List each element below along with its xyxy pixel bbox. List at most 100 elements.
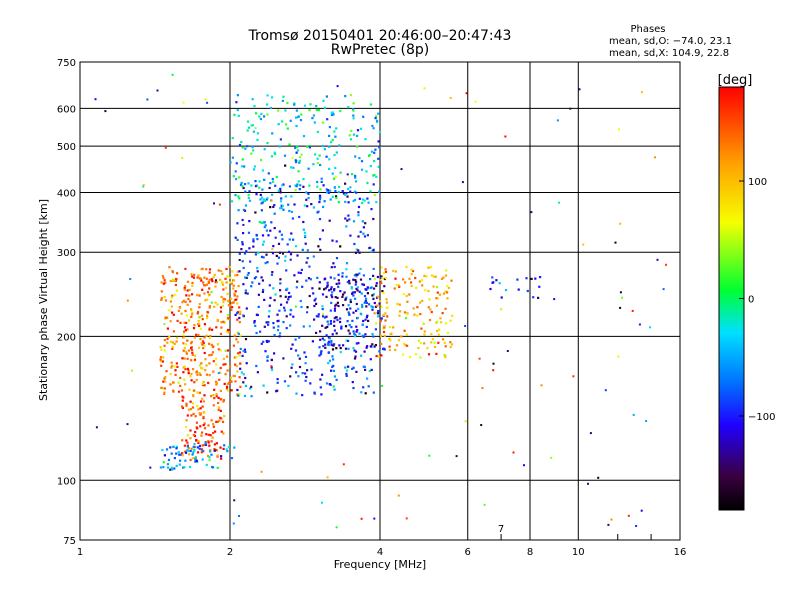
data-point bbox=[261, 169, 264, 172]
data-point bbox=[244, 338, 248, 341]
data-point bbox=[430, 310, 433, 314]
data-point bbox=[618, 128, 620, 131]
data-point bbox=[264, 224, 267, 227]
data-point bbox=[234, 274, 237, 277]
data-point bbox=[450, 279, 453, 282]
data-point bbox=[436, 329, 439, 333]
data-point bbox=[297, 271, 300, 274]
data-point bbox=[396, 302, 399, 306]
data-point bbox=[192, 445, 195, 448]
data-point bbox=[213, 397, 216, 400]
data-point bbox=[354, 283, 357, 286]
data-point bbox=[321, 337, 324, 340]
data-point bbox=[303, 231, 307, 234]
data-point bbox=[405, 317, 408, 320]
data-point bbox=[395, 344, 399, 347]
data-point bbox=[374, 148, 377, 151]
data-point bbox=[185, 439, 188, 442]
data-point bbox=[572, 375, 575, 378]
data-point bbox=[190, 309, 193, 312]
data-point bbox=[248, 220, 251, 223]
data-point bbox=[190, 347, 193, 350]
data-point bbox=[404, 281, 407, 284]
data-point bbox=[260, 196, 264, 199]
data-point bbox=[212, 370, 215, 373]
data-point bbox=[215, 363, 218, 366]
data-point bbox=[249, 387, 252, 390]
data-point bbox=[362, 274, 365, 277]
data-point bbox=[174, 293, 177, 296]
data-point bbox=[512, 451, 515, 454]
data-point bbox=[281, 99, 284, 102]
data-point bbox=[172, 330, 175, 333]
colorbar-label: [deg] bbox=[718, 73, 753, 88]
data-point bbox=[410, 281, 413, 284]
data-point bbox=[311, 117, 314, 120]
data-point bbox=[373, 277, 376, 280]
data-point bbox=[480, 424, 483, 426]
data-point bbox=[270, 273, 274, 276]
data-point bbox=[257, 293, 260, 296]
data-point bbox=[230, 297, 233, 300]
phases-mean-o: mean, sd,O: −74.0, 23.1 bbox=[609, 36, 732, 47]
data-point bbox=[239, 347, 242, 350]
data-point bbox=[214, 357, 217, 360]
data-point bbox=[171, 468, 174, 471]
data-point bbox=[305, 198, 308, 201]
data-point bbox=[425, 275, 428, 278]
data-point bbox=[414, 353, 417, 356]
data-point bbox=[207, 424, 210, 427]
data-point bbox=[302, 178, 305, 181]
data-point bbox=[374, 117, 377, 120]
data-point bbox=[223, 444, 226, 447]
data-point bbox=[444, 307, 447, 310]
data-point bbox=[183, 378, 186, 381]
data-point bbox=[417, 339, 420, 342]
data-point bbox=[266, 141, 269, 145]
data-point bbox=[236, 94, 239, 97]
data-point bbox=[363, 199, 366, 202]
data-point bbox=[182, 349, 185, 352]
data-point bbox=[662, 288, 665, 291]
data-point bbox=[265, 198, 268, 201]
data-point bbox=[184, 451, 188, 454]
x-tick-label: 6 bbox=[465, 547, 471, 558]
data-point bbox=[361, 283, 364, 286]
data-point bbox=[299, 271, 302, 275]
data-point bbox=[369, 358, 372, 361]
data-point bbox=[262, 256, 265, 259]
data-point bbox=[281, 238, 284, 241]
data-point bbox=[353, 291, 356, 294]
data-point bbox=[322, 313, 324, 316]
data-point bbox=[205, 364, 208, 367]
data-point bbox=[177, 309, 180, 312]
data-point bbox=[185, 426, 188, 429]
data-point bbox=[321, 315, 325, 318]
data-point bbox=[323, 278, 326, 281]
data-point bbox=[388, 348, 391, 352]
data-point bbox=[191, 284, 194, 287]
data-point bbox=[348, 313, 351, 316]
data-point bbox=[406, 300, 409, 303]
data-point bbox=[578, 88, 581, 91]
data-point bbox=[344, 182, 347, 185]
data-point bbox=[179, 321, 182, 324]
data-point bbox=[241, 185, 244, 188]
data-point bbox=[325, 295, 328, 298]
data-point bbox=[235, 162, 238, 165]
data-point bbox=[372, 293, 375, 296]
data-point bbox=[295, 185, 298, 188]
data-point bbox=[337, 191, 340, 194]
data-point bbox=[260, 209, 263, 212]
data-point bbox=[213, 449, 216, 452]
phases-mean-x: mean, sd,X: 104.9, 22.8 bbox=[609, 48, 729, 59]
data-point bbox=[244, 289, 247, 292]
data-point bbox=[181, 452, 184, 455]
data-point bbox=[257, 251, 260, 255]
data-point bbox=[348, 134, 351, 137]
data-point bbox=[306, 257, 309, 260]
data-point bbox=[427, 306, 430, 309]
data-point bbox=[449, 345, 452, 349]
data-point bbox=[290, 195, 293, 198]
data-point bbox=[257, 305, 260, 308]
